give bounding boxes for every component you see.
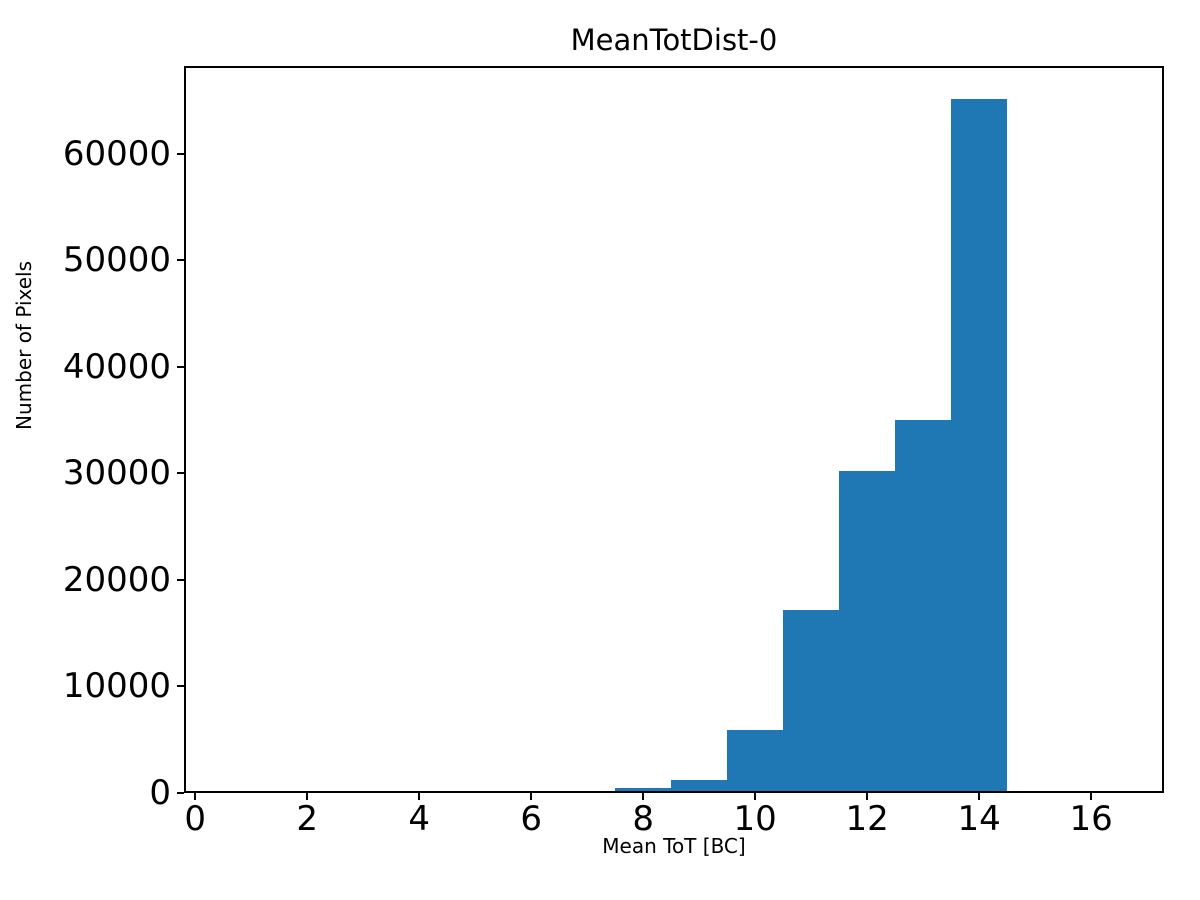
x-axis-tick <box>866 793 869 800</box>
y-axis-tick-label: 40000 <box>62 346 171 387</box>
x-axis-tick-label: 16 <box>1069 799 1113 839</box>
histogram-bar <box>951 99 1007 791</box>
histogram-bar <box>615 788 671 791</box>
x-axis-tick <box>754 793 757 800</box>
x-axis-tick <box>642 793 645 800</box>
x-axis-tick <box>530 793 533 800</box>
y-axis-tick <box>177 365 184 368</box>
chart-title: MeanTotDist-0 <box>570 23 778 57</box>
y-axis-tick-label: 30000 <box>62 453 171 494</box>
x-axis-tick-label: 0 <box>184 799 206 839</box>
x-axis-tick <box>306 793 309 800</box>
x-axis-tick-label: 8 <box>632 799 654 839</box>
y-axis-tick <box>177 685 184 688</box>
y-axis-tick-label: 50000 <box>62 240 171 281</box>
histogram-bar <box>727 730 783 791</box>
histogram-bar <box>839 471 895 791</box>
y-axis-tick-label: 60000 <box>62 133 171 174</box>
x-axis-tick-label: 6 <box>520 799 542 839</box>
x-axis-tick-label: 12 <box>845 799 889 839</box>
y-axis-tick-label: 20000 <box>62 559 171 600</box>
x-axis-tick <box>1090 793 1093 800</box>
histogram-bar <box>783 610 839 791</box>
y-axis-tick <box>177 578 184 581</box>
x-axis-label: Mean ToT [BC] <box>602 834 746 858</box>
y-axis-tick <box>177 792 184 794</box>
x-axis-tick-label: 10 <box>733 799 777 839</box>
x-axis-tick <box>194 793 197 800</box>
y-axis-tick <box>177 472 184 475</box>
y-axis-tick <box>177 259 184 262</box>
y-axis-label-text: Number of Pixels <box>12 260 36 430</box>
x-axis-tick <box>418 793 421 800</box>
x-axis-tick-label: 14 <box>957 799 1001 839</box>
y-axis-tick-label: 10000 <box>62 666 171 707</box>
x-axis-tick <box>978 793 981 800</box>
histogram-bar <box>671 780 727 791</box>
y-axis-tick <box>177 152 184 155</box>
x-axis-tick-label: 2 <box>296 799 318 839</box>
y-axis-tick-label: 0 <box>149 773 171 813</box>
histogram-bar <box>895 420 951 791</box>
x-axis-tick-label: 4 <box>408 799 430 839</box>
plot-area <box>184 66 1164 793</box>
